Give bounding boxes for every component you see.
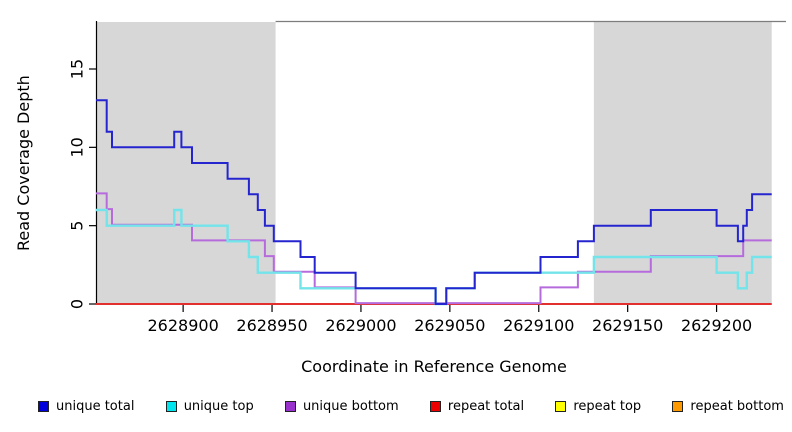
legend-item-unique-top: unique top: [165, 399, 254, 414]
y-tick-label: 10: [68, 137, 87, 157]
y-tick-label: 15: [68, 59, 87, 79]
x-tick-label: 2629050: [414, 316, 485, 335]
legend-label: repeat bottom: [690, 399, 784, 414]
y-tick-label: 5: [68, 221, 87, 231]
x-tick-label: 2629150: [592, 316, 663, 335]
legend-swatch: [165, 401, 177, 412]
x-tick-label: 2629200: [681, 316, 752, 335]
y-tick-label: 0: [68, 299, 87, 309]
legend-item-repeat-total: repeat total: [429, 399, 525, 414]
legend-item-repeat-top: repeat top: [555, 399, 641, 414]
legend-label: repeat top: [573, 399, 642, 414]
x-axis-title: Coordinate in Reference Genome: [301, 357, 567, 376]
legend-swatch: [284, 401, 296, 412]
legend-item-unique-bottom: unique bottom: [284, 399, 399, 414]
x-tick-label: 2628950: [236, 316, 307, 335]
legend-item-repeat-bottom: repeat bottom: [672, 399, 784, 414]
legend: unique total unique top unique bottom repea…: [38, 399, 784, 414]
series-line-unique-bottom: [96, 192, 772, 305]
shaded-region: [593, 22, 772, 304]
legend-swatch: [672, 401, 684, 412]
legend-item-unique-total: unique total: [38, 399, 134, 414]
legend-label: unique total: [56, 399, 135, 414]
shaded-region: [96, 22, 276, 304]
x-tick-label: 2629000: [325, 316, 396, 335]
legend-swatch: [429, 401, 441, 412]
legend-swatch: [38, 401, 49, 412]
legend-label: repeat total: [447, 399, 525, 414]
series-line-unique-total: [96, 99, 772, 305]
y-axis-title: Read Coverage Depth: [14, 75, 33, 251]
x-tick-label: 2629100: [503, 316, 574, 335]
legend-label: unique top: [183, 399, 254, 414]
legend-label: unique bottom: [302, 399, 399, 414]
x-tick-label: 2628900: [147, 316, 218, 335]
legend-swatch: [555, 401, 567, 412]
